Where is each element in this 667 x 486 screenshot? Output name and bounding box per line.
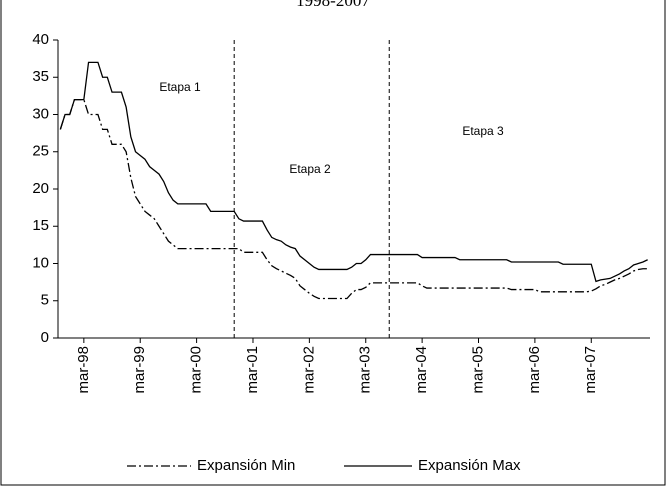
x-tick-label: mar-04 xyxy=(413,346,430,394)
x-tick-label: mar-03 xyxy=(357,346,374,394)
annotation: Etapa 1 xyxy=(159,80,201,94)
y-tick-label: 15 xyxy=(32,217,49,234)
legend-label: Expansión Max xyxy=(418,457,521,474)
y-tick-label: 35 xyxy=(32,68,49,85)
chart-title: 1998-2007 xyxy=(296,0,370,10)
series-line xyxy=(59,61,648,283)
x-tick-label: mar-02 xyxy=(300,346,317,394)
y-tick-label: 0 xyxy=(41,329,49,346)
annotation: Etapa 3 xyxy=(462,124,504,138)
x-tick-label: mar-98 xyxy=(75,346,92,394)
y-tick-label: 10 xyxy=(32,254,49,271)
x-tick-label: mar-00 xyxy=(188,346,205,394)
y-tick-label: 30 xyxy=(32,105,49,122)
y-tick-label: 40 xyxy=(32,31,49,48)
legend-label: Expansión Min xyxy=(197,457,295,474)
y-tick-label: 20 xyxy=(32,180,49,197)
x-tick-label: mar-99 xyxy=(131,346,148,394)
annotation: Etapa 2 xyxy=(289,162,331,176)
x-tick-label: mar-05 xyxy=(469,346,486,394)
y-tick-label: 5 xyxy=(41,292,49,309)
x-tick-label: mar-01 xyxy=(244,346,261,394)
x-tick-label: mar-07 xyxy=(582,346,599,394)
series-line xyxy=(59,98,648,300)
y-tick-label: 25 xyxy=(32,143,49,160)
x-tick-label: mar-06 xyxy=(526,346,543,394)
